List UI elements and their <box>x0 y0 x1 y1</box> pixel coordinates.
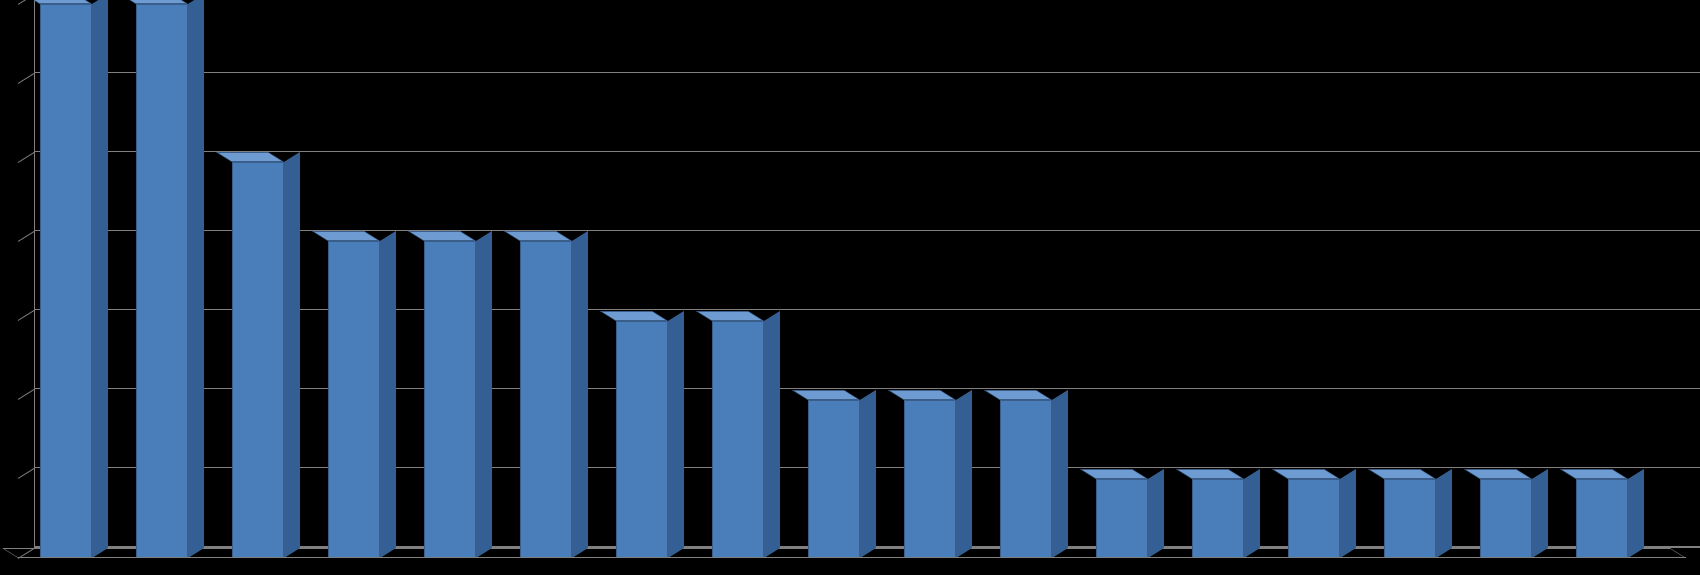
bar-side <box>92 0 108 558</box>
bar-front <box>1000 400 1052 558</box>
bar-front <box>904 400 956 558</box>
plot-area <box>18 4 1686 558</box>
bar-front <box>136 4 188 558</box>
bar-side <box>284 152 300 558</box>
bar-front <box>712 321 764 558</box>
bar-front <box>616 321 668 558</box>
bar-front <box>40 4 92 558</box>
bar-side <box>860 390 876 558</box>
bar-front <box>424 241 476 558</box>
bar-side <box>1340 469 1356 558</box>
bar-front <box>1192 479 1244 558</box>
bar <box>1384 479 1436 558</box>
bar-side <box>188 0 204 558</box>
bar-front <box>1096 479 1148 558</box>
bar-front <box>328 241 380 558</box>
bar <box>1288 479 1340 558</box>
bar-top <box>1272 469 1340 479</box>
bar-top <box>504 231 572 241</box>
bar-top <box>1368 469 1436 479</box>
bar-front <box>1288 479 1340 558</box>
bar-top <box>312 231 380 241</box>
bar-top <box>888 390 956 400</box>
bar <box>808 400 860 558</box>
bar-top <box>600 311 668 321</box>
bar-side <box>764 311 780 558</box>
bar <box>712 321 764 558</box>
bar <box>136 4 188 558</box>
bar-front <box>1480 479 1532 558</box>
front-baseline <box>18 557 1686 558</box>
bar-side <box>956 390 972 558</box>
bar-top <box>1464 469 1532 479</box>
bar <box>1000 400 1052 558</box>
bar-top <box>792 390 860 400</box>
bar-top <box>696 311 764 321</box>
bar-front <box>1384 479 1436 558</box>
bar-front <box>232 162 284 558</box>
bar <box>1480 479 1532 558</box>
bar-side <box>380 231 396 558</box>
bar-front <box>1576 479 1628 558</box>
bar <box>1576 479 1628 558</box>
bar-side <box>1244 469 1260 558</box>
bar-side <box>1436 469 1452 558</box>
bar <box>232 162 284 558</box>
bar-side <box>1148 469 1164 558</box>
bar-top <box>408 231 476 241</box>
bar <box>1096 479 1148 558</box>
bars-layer <box>18 4 1686 558</box>
bar-top <box>1560 469 1628 479</box>
bar-top <box>1176 469 1244 479</box>
bar-chart <box>0 0 1700 575</box>
bar <box>40 4 92 558</box>
bar <box>328 241 380 558</box>
bar <box>1192 479 1244 558</box>
bar-front <box>520 241 572 558</box>
bar <box>520 241 572 558</box>
bar-side <box>1532 469 1548 558</box>
bar-side <box>476 231 492 558</box>
bar <box>904 400 956 558</box>
bar <box>424 241 476 558</box>
bar-top <box>984 390 1052 400</box>
bar-side <box>668 311 684 558</box>
bar-top <box>1080 469 1148 479</box>
bar <box>616 321 668 558</box>
bar-side <box>1052 390 1068 558</box>
bar-side <box>572 231 588 558</box>
bar-side <box>1628 469 1644 558</box>
bar-front <box>808 400 860 558</box>
bar-top <box>216 152 284 162</box>
